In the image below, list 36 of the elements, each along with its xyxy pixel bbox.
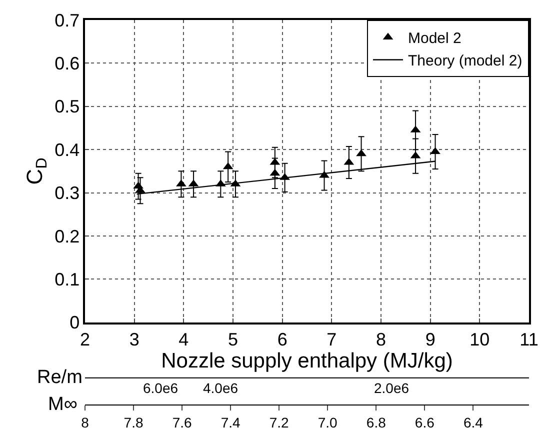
text: 4.0e6 [203,380,238,396]
x2-tick-label: 7.4 [220,414,241,430]
x2-tick-label: 7.6 [172,414,192,430]
x2-tick-label: 6.4 [463,414,484,430]
x-tick-label: 3 [129,330,140,350]
x-tick-label: 8 [376,330,386,350]
y-tick-label: 0.5 [54,96,80,117]
x2-tick-label: 8 [81,414,90,430]
x-tick-label: 6 [277,330,288,350]
y-tick-label: 0 [70,312,80,333]
x-tick-label: 11 [520,330,538,350]
y-tick-label: 0.7 [54,10,80,30]
y-tick-label: 0.6 [54,53,80,74]
text: 6.0e6 [143,380,178,396]
text: Re/m [37,367,82,388]
text: 2.0e6 [374,380,410,396]
legend-label: Model 2 [408,30,462,48]
y-tick-label: 0.1 [54,269,80,290]
y-tick-label: 0.2 [54,226,80,246]
x-tick-label: 2 [80,330,90,350]
x-tick-label: 7 [326,330,337,350]
x2-tick-label: 7.8 [124,414,144,430]
legend-label: Theory (model 2) [408,52,522,70]
x2-tick-label: 7.2 [269,414,290,430]
x-tick-label: 10 [470,330,490,350]
x-tick-label: 9 [425,330,436,350]
point [356,149,366,156]
x2-tick-label: 6.6 [414,414,435,430]
x2-tick-label: 6.8 [366,414,386,430]
x2-tick-label: 7.0 [318,414,338,430]
y-tick-label: 0.4 [54,140,80,160]
x2-axis-title: M∞ [48,394,78,415]
x-tick-label: 5 [228,330,238,350]
y-tick-label: 0.3 [54,183,80,204]
x-tick-label: 4 [178,330,189,350]
x-axis-title: Nozzle supply enthalpy (MJ/kg) [161,350,453,373]
